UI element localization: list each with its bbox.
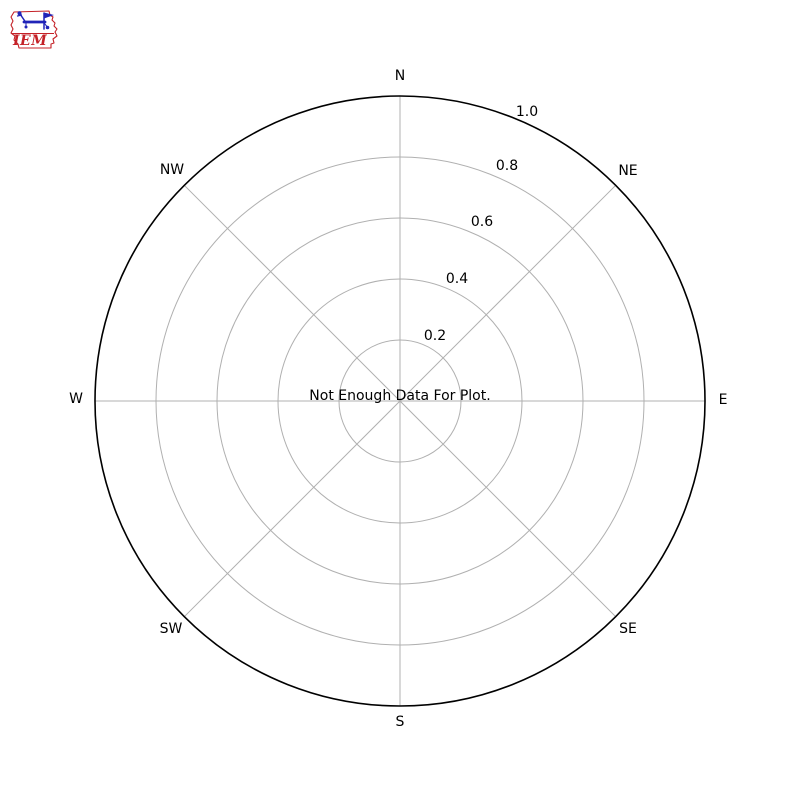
direction-label-w: W xyxy=(69,391,83,407)
no-data-message: Not Enough Data For Plot. xyxy=(309,388,490,404)
direction-labels: N NE E SE S SW W NW xyxy=(69,68,727,730)
polar-outline xyxy=(94,95,706,707)
direction-label-e: E xyxy=(719,392,728,408)
iowa-outline-icon xyxy=(10,10,58,49)
direction-label-se: SE xyxy=(619,621,637,637)
direction-label-n: N xyxy=(395,68,405,84)
spoke-ne-sw xyxy=(183,184,617,618)
angular-grid-spokes xyxy=(95,96,705,706)
radial-tick-label-0-4: 0.4 xyxy=(446,271,468,287)
logo-text: IEM xyxy=(12,33,47,49)
direction-label-s: S xyxy=(396,714,405,730)
windvane-icon xyxy=(16,11,54,30)
radial-tick-labels: 0.2 0.4 0.6 0.8 1.0 xyxy=(424,104,538,344)
iem-logo: IEM xyxy=(10,10,58,49)
radial-tick-label-1-0: 1.0 xyxy=(516,104,538,120)
direction-label-nw: NW xyxy=(160,162,184,178)
direction-label-sw: SW xyxy=(160,621,183,637)
radial-tick-label-0-6: 0.6 xyxy=(471,214,493,230)
radial-tick-label-0-2: 0.2 xyxy=(424,328,446,344)
direction-label-ne: NE xyxy=(618,163,637,179)
radial-tick-label-0-8: 0.8 xyxy=(496,158,518,174)
